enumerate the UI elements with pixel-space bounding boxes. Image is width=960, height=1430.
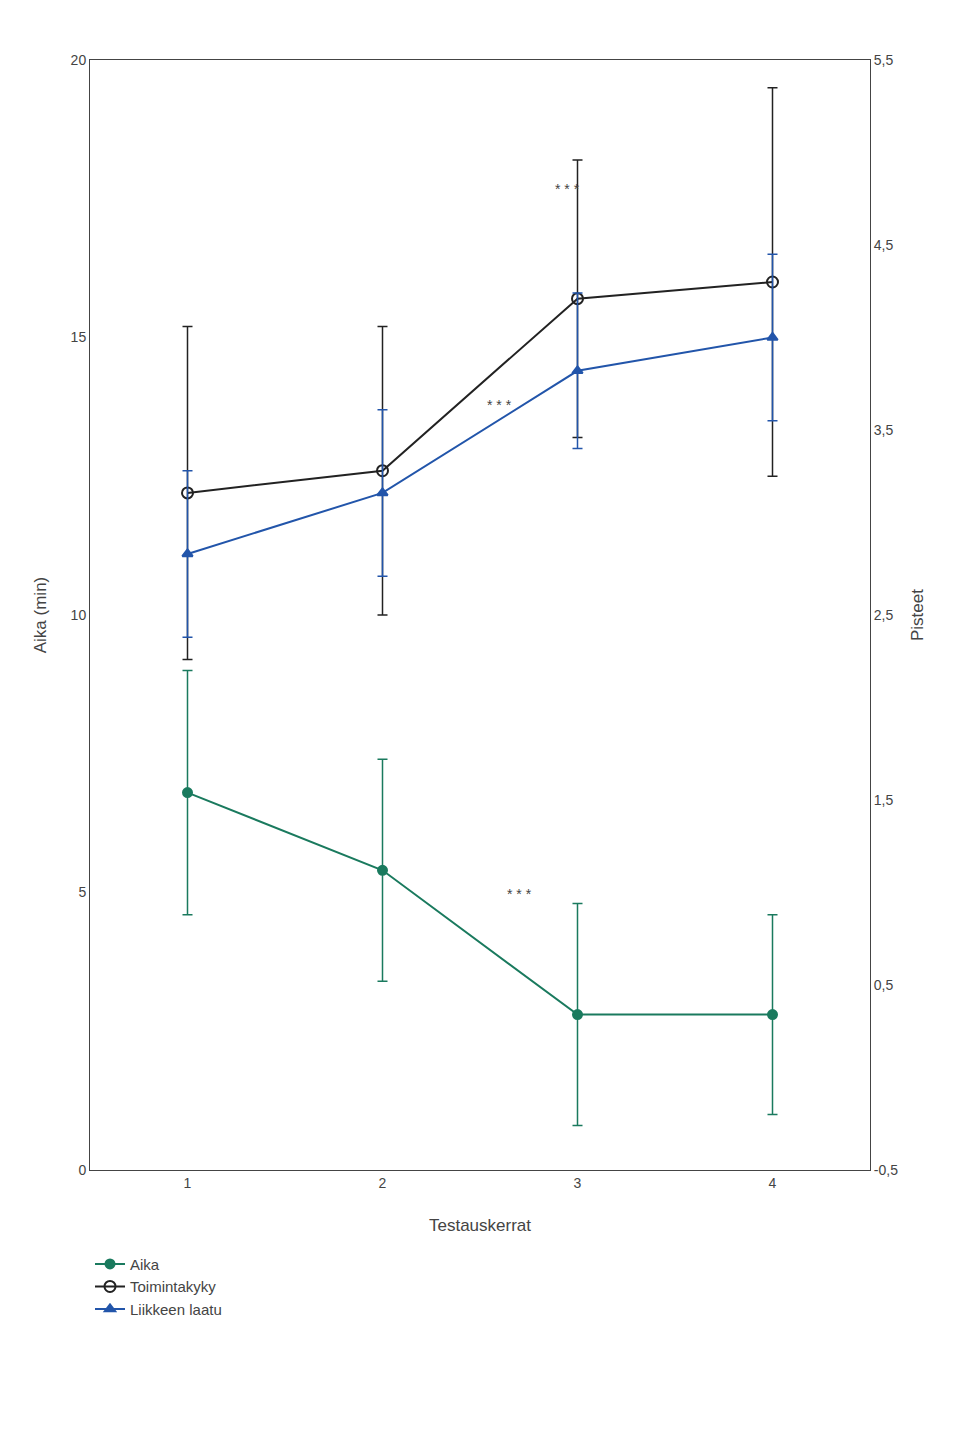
svg-text:* * *: * * * <box>555 181 580 197</box>
svg-text:3,5: 3,5 <box>874 422 894 438</box>
svg-text:10: 10 <box>71 607 87 623</box>
svg-text:* * *: * * * <box>487 397 512 413</box>
svg-text:20: 20 <box>71 52 87 68</box>
svg-text:4: 4 <box>769 1175 777 1191</box>
svg-text:Pisteet: Pisteet <box>908 589 927 641</box>
svg-text:Toimintakyky: Toimintakyky <box>130 1278 216 1295</box>
svg-text:1,5: 1,5 <box>874 792 894 808</box>
svg-text:2: 2 <box>379 1175 387 1191</box>
svg-text:1: 1 <box>184 1175 192 1191</box>
svg-text:* * *: * * * <box>507 886 532 902</box>
svg-text:2,5: 2,5 <box>874 607 894 623</box>
svg-text:Aika (min): Aika (min) <box>31 577 50 654</box>
svg-text:5: 5 <box>78 884 86 900</box>
svg-text:Liikkeen laatu: Liikkeen laatu <box>130 1301 222 1318</box>
svg-text:15: 15 <box>71 329 87 345</box>
svg-text:Testauskerrat: Testauskerrat <box>429 1216 531 1235</box>
svg-text:5,5: 5,5 <box>874 52 894 68</box>
svg-text:4,5: 4,5 <box>874 237 894 253</box>
svg-text:3: 3 <box>574 1175 582 1191</box>
svg-text:0,5: 0,5 <box>874 977 894 993</box>
svg-text:-0,5: -0,5 <box>874 1162 898 1178</box>
svg-text:Aika: Aika <box>130 1256 160 1273</box>
svg-text:0: 0 <box>78 1162 86 1178</box>
